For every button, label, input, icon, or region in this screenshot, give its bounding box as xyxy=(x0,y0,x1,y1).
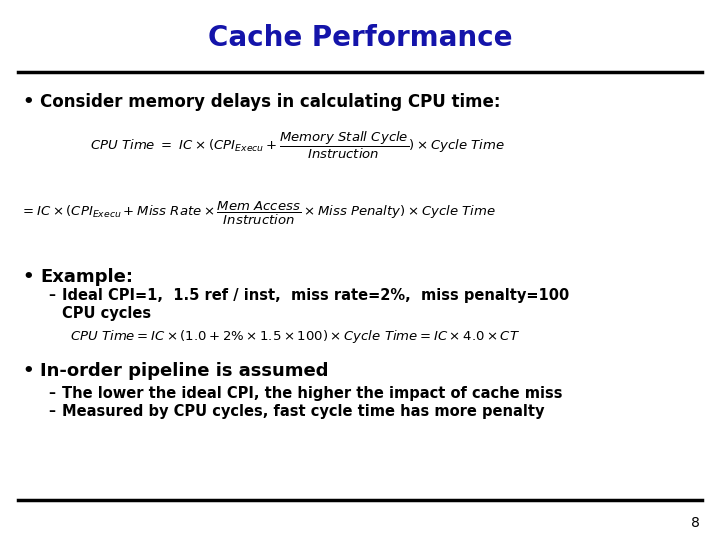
Text: Cache Performance: Cache Performance xyxy=(208,24,512,52)
Text: •: • xyxy=(22,362,34,380)
Text: $\mathit{CPU\ Time}\ =\ \mathit{IC} \times (\mathit{CPI}_{\mathit{Execu}} + \dfr: $\mathit{CPU\ Time}\ =\ \mathit{IC} \tim… xyxy=(90,130,505,161)
Text: $\mathit{CPU\ Time} = \mathit{IC} \times (1.0 + 2\% \times 1.5 \times 100) \time: $\mathit{CPU\ Time} = \mathit{IC} \times… xyxy=(70,328,520,345)
Text: –: – xyxy=(48,386,55,400)
Text: CPU cycles: CPU cycles xyxy=(62,306,151,321)
Text: Consider memory delays in calculating CPU time:: Consider memory delays in calculating CP… xyxy=(40,93,500,111)
Text: Ideal CPI=1,  1.5 ref / inst,  miss rate=2%,  miss penalty=100: Ideal CPI=1, 1.5 ref / inst, miss rate=2… xyxy=(62,288,570,303)
Text: •: • xyxy=(22,93,34,111)
Text: The lower the ideal CPI, the higher the impact of cache miss: The lower the ideal CPI, the higher the … xyxy=(62,386,562,401)
Text: 8: 8 xyxy=(691,516,700,530)
Text: –: – xyxy=(48,404,55,418)
Text: •: • xyxy=(22,268,34,286)
Text: –: – xyxy=(48,288,55,302)
Text: In-order pipeline is assumed: In-order pipeline is assumed xyxy=(40,362,328,380)
Text: Measured by CPU cycles, fast cycle time has more penalty: Measured by CPU cycles, fast cycle time … xyxy=(62,404,544,419)
Text: Example:: Example: xyxy=(40,268,133,286)
Text: $= \mathit{IC} \times (\mathit{CPI}_{\mathit{Execu}} + \mathit{Miss\ Rate} \time: $= \mathit{IC} \times (\mathit{CPI}_{\ma… xyxy=(20,200,496,227)
